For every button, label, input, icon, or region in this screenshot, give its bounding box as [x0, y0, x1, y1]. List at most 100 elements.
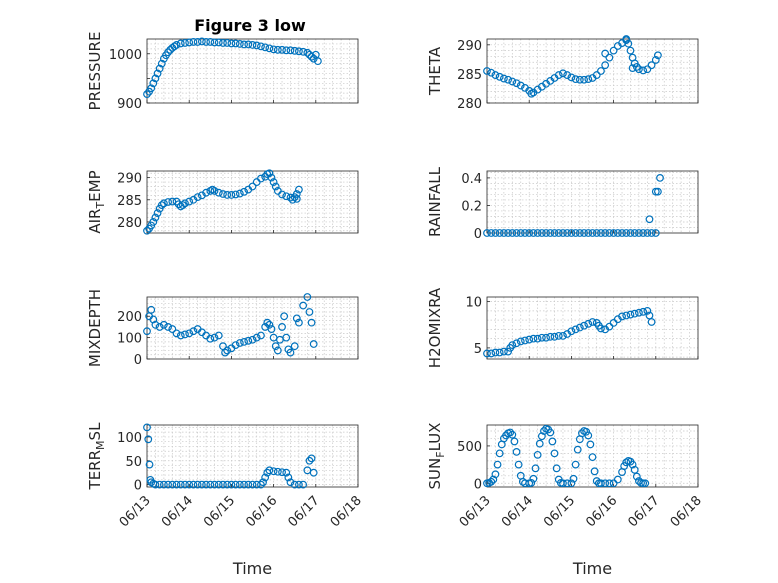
data-point: [223, 191, 232, 199]
data-point: [639, 479, 648, 488]
data-point: [219, 190, 227, 198]
data-point: [521, 336, 529, 345]
data-point: [157, 201, 166, 210]
data-point: [584, 229, 593, 237]
plot-area: [147, 171, 358, 233]
y-axis-label: PRESSURE: [86, 32, 104, 111]
data-point: [153, 209, 162, 217]
data-point: [622, 311, 631, 320]
data-point: [624, 39, 633, 48]
data-point: [516, 81, 525, 90]
y-tick-label: 0: [474, 227, 482, 242]
data-point: [491, 470, 500, 479]
data-point: [489, 475, 498, 484]
y-axis-label: TERRMSL: [86, 422, 107, 491]
data-point: [639, 229, 648, 237]
data-point: [592, 71, 601, 79]
data-point: [571, 460, 580, 469]
data-point: [592, 229, 601, 237]
data-point: [295, 185, 303, 194]
data-point: [305, 456, 314, 465]
data-point: [527, 478, 536, 487]
data-point: [537, 432, 546, 441]
y-tick-label: 0.2: [461, 199, 482, 214]
data-point: [147, 84, 156, 93]
data-point: [537, 229, 546, 237]
plot-area: [147, 297, 358, 359]
data-point: [550, 229, 559, 237]
data-point: [491, 229, 500, 237]
data-point: [223, 39, 232, 47]
data-point: [641, 479, 650, 488]
data-point: [546, 332, 555, 341]
data-point: [559, 331, 567, 340]
data-point: [240, 187, 248, 196]
data-point: [309, 340, 318, 348]
data-point: [567, 479, 576, 488]
data-point: [231, 190, 240, 199]
y-axis-label: MIXDEPTH: [86, 289, 104, 367]
data-point: [265, 466, 274, 475]
data-point: [240, 480, 248, 489]
data-point: [521, 229, 529, 237]
data-point: [495, 348, 504, 357]
data-point: [626, 46, 635, 55]
data-point: [516, 337, 525, 346]
data-point: [257, 42, 265, 51]
data-point: [278, 323, 286, 331]
data-point: [643, 306, 652, 315]
data-point: [265, 169, 274, 178]
data-point: [546, 229, 555, 237]
data-point: [257, 480, 265, 489]
data-point: [303, 293, 312, 301]
data-point: [282, 192, 291, 201]
data-point: [248, 41, 257, 49]
data-point: [269, 467, 278, 476]
data-point: [269, 45, 278, 54]
data-point: [588, 318, 597, 326]
data-point: [531, 464, 540, 473]
data-point: [307, 454, 316, 463]
data-point: [193, 38, 202, 46]
data-point: [609, 229, 618, 237]
data-point: [164, 48, 173, 57]
data-point: [193, 480, 202, 489]
data-point: [605, 229, 614, 237]
data-point: [510, 437, 519, 446]
data-point: [206, 38, 215, 46]
data-point: [223, 346, 232, 355]
data-point: [143, 423, 151, 432]
data-point: [601, 49, 610, 58]
data-point: [508, 77, 517, 86]
data-point: [590, 467, 599, 476]
y-tick-label: 50: [125, 455, 142, 470]
data-point: [292, 190, 301, 198]
data-point: [586, 440, 595, 449]
data-point: [221, 348, 229, 357]
x-tick-label: 06/18: [668, 493, 705, 530]
data-point: [185, 329, 194, 338]
data-point: [202, 480, 210, 489]
data-point: [159, 480, 168, 489]
data-point: [309, 54, 318, 63]
data-point: [546, 428, 555, 437]
data-point: [267, 173, 276, 182]
y-axis-label: THETA: [426, 46, 444, 96]
data-point: [584, 431, 593, 440]
panel-6: 0 50 100 06/13 06/14 06/15 06/16 06/17 06/18 TERR…: [86, 422, 365, 578]
data-point: [491, 71, 500, 79]
panel-1: 280 285 290 THETA: [426, 35, 699, 112]
data-point: [584, 75, 593, 84]
data-point: [214, 331, 223, 340]
data-point: [635, 308, 643, 317]
data-point: [654, 187, 662, 196]
data-point: [314, 57, 322, 66]
data-point: [189, 480, 198, 489]
x-axis-label: Time: [232, 559, 272, 578]
data-point: [147, 478, 156, 487]
data-point: [626, 229, 635, 237]
data-point: [252, 333, 261, 342]
data-point: [512, 339, 521, 348]
data-point: [244, 336, 253, 345]
data-point: [181, 480, 189, 489]
